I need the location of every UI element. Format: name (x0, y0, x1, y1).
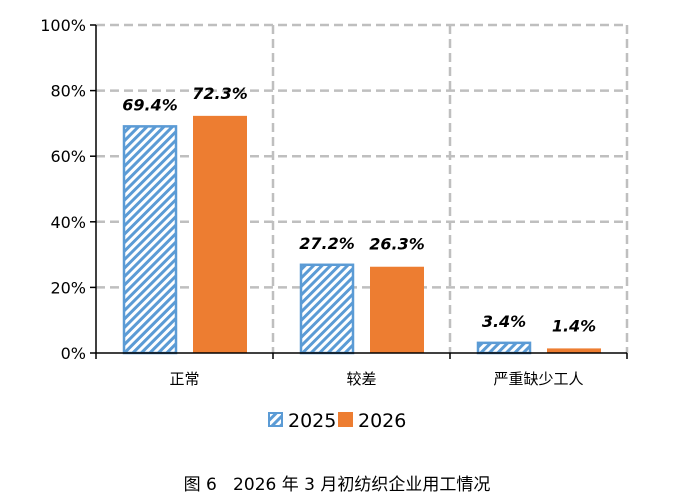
y-tick-label: 40% (50, 213, 86, 232)
legend: 2025 2026 (268, 410, 406, 432)
bar-2026 (547, 348, 601, 353)
data-label: 3.4% (482, 312, 526, 331)
bar-2026 (193, 115, 247, 353)
figure-caption: 图 6 2026 年 3 月初纺织企业用工情况 (184, 475, 491, 495)
bar-2025 (122, 125, 178, 355)
y-tick-label: 0% (61, 344, 86, 363)
gridlines (96, 23, 629, 353)
x-tick-label: 严重缺少工人 (493, 370, 583, 388)
data-label: 69.4% (122, 95, 178, 114)
legend-label: 2025 (288, 410, 336, 432)
y-tick-label: 20% (50, 278, 86, 297)
legend-swatch-2025 (268, 412, 283, 427)
legend-label: 2026 (358, 410, 406, 432)
bar-2025 (476, 341, 532, 355)
axes: 0% 20% 40% 60% 80% 100% 正常 较差 严重缺少工人 (40, 16, 628, 388)
data-label: 26.3% (369, 235, 425, 254)
bar-2025 (299, 263, 355, 355)
legend-swatch-2026 (338, 412, 353, 427)
x-tick-label: 较差 (346, 370, 376, 388)
y-tick-label: 100% (40, 16, 86, 35)
data-label: 1.4% (552, 316, 596, 335)
data-label: 27.2% (299, 234, 355, 253)
y-tick-label: 80% (50, 82, 86, 101)
data-label: 72.3% (192, 84, 248, 103)
bars: 69.4% 72.3% 27.2% 26.3% 3.4% 1.4% (122, 84, 601, 355)
y-tick-label: 60% (50, 147, 86, 166)
x-tick-label: 正常 (169, 370, 199, 388)
bar-2026 (370, 266, 424, 353)
